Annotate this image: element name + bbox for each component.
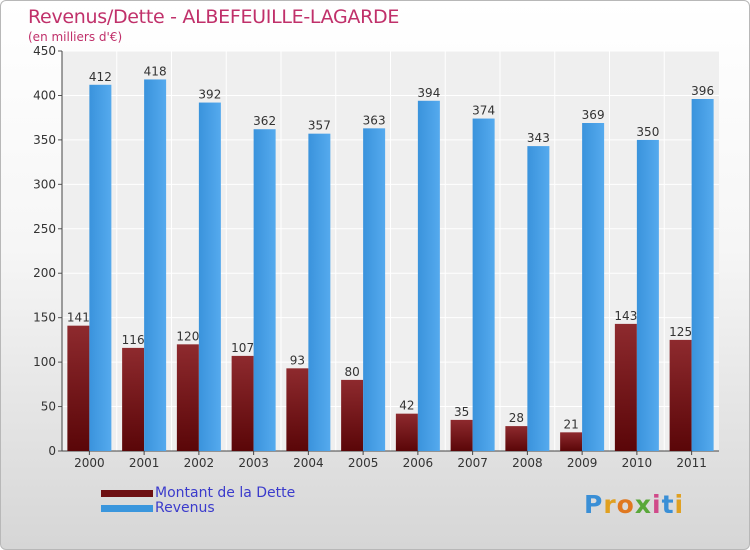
bar-debt: [505, 426, 528, 451]
y-tick-label: 400: [33, 88, 56, 102]
bar-debt: [286, 368, 309, 451]
data-label-revenue: 412: [89, 70, 112, 84]
bar-debt: [341, 379, 364, 451]
bar-debt: [122, 347, 145, 451]
bar-debt: [614, 323, 637, 451]
x-tick-label: 2002: [184, 456, 215, 470]
bar-revenue: [582, 123, 605, 451]
data-label-revenue: 369: [582, 108, 605, 122]
data-label-debt: 80: [344, 365, 359, 379]
data-label-revenue: 418: [144, 64, 167, 78]
legend-label-revenue: Revenus: [155, 500, 215, 516]
x-tick-label: 2008: [512, 456, 543, 470]
bar-debt: [67, 325, 90, 451]
bar-revenue: [527, 146, 550, 451]
bar-debt: [395, 413, 418, 451]
x-tick-label: 2007: [457, 456, 488, 470]
data-label-debt: 42: [399, 399, 414, 413]
x-tick-label: 2009: [567, 456, 598, 470]
chart-subtitle: (en milliers d'€): [28, 30, 123, 44]
y-tick-label: 50: [41, 400, 56, 414]
bar-revenue: [253, 129, 276, 451]
bar-debt: [231, 355, 254, 451]
x-tick-label: 2001: [129, 456, 160, 470]
bar-revenue: [636, 139, 659, 451]
y-tick-label: 0: [48, 444, 56, 458]
y-tick-label: 350: [33, 133, 56, 147]
bar-debt: [176, 344, 199, 451]
legend-swatch-debt: [101, 490, 153, 497]
data-label-debt: 28: [509, 411, 524, 425]
bar-debt: [450, 419, 473, 451]
legend-label-debt: Montant de la Dette: [155, 485, 296, 501]
data-label-debt: 107: [231, 341, 254, 355]
x-tick-label: 2010: [622, 456, 653, 470]
data-label-debt: 120: [176, 329, 199, 343]
data-label-debt: 93: [290, 353, 305, 367]
x-tick-label: 2003: [238, 456, 269, 470]
y-tick-label: 150: [33, 311, 56, 325]
y-tick-label: 200: [33, 266, 56, 280]
bar-revenue: [198, 102, 221, 452]
data-label-debt: 143: [614, 309, 637, 323]
bar-debt: [560, 432, 583, 451]
data-label-revenue: 396: [691, 84, 714, 98]
y-tick-label: 450: [33, 44, 56, 58]
bar-revenue: [363, 128, 386, 451]
y-tick-label: 100: [33, 355, 56, 369]
x-tick-label: 2000: [74, 456, 105, 470]
proxiti-logo: Proxiti: [584, 490, 685, 519]
bar-revenue: [308, 133, 331, 451]
data-label-debt: 116: [122, 333, 145, 347]
data-label-debt: 141: [67, 311, 90, 325]
y-tick-label: 250: [33, 222, 56, 236]
data-label-revenue: 343: [527, 131, 550, 145]
data-label-debt: 125: [669, 325, 692, 339]
data-label-revenue: 363: [363, 113, 386, 127]
y-tick-label: 300: [33, 177, 56, 191]
data-label-debt: 21: [563, 417, 578, 431]
data-label-revenue: 350: [636, 125, 659, 139]
bar-revenue: [417, 100, 440, 452]
data-label-revenue: 374: [472, 104, 495, 118]
bar-revenue: [144, 79, 167, 451]
x-tick-label: 2006: [403, 456, 434, 470]
x-tick-label: 2004: [293, 456, 324, 470]
x-tick-label: 2011: [676, 456, 707, 470]
x-tick-label: 2005: [348, 456, 379, 470]
bar-revenue: [472, 118, 495, 452]
data-label-debt: 35: [454, 405, 469, 419]
bar-debt: [669, 339, 692, 451]
bar-revenue: [691, 99, 714, 451]
data-label-revenue: 394: [417, 86, 440, 100]
data-label-revenue: 392: [198, 88, 221, 102]
chart-title: Revenus/Dette - ALBEFEUILLE-LAGARDE: [28, 6, 400, 28]
legend-swatch-revenue: [101, 505, 153, 512]
bar-revenue: [89, 84, 112, 452]
data-label-revenue: 357: [308, 119, 331, 133]
data-label-revenue: 362: [253, 114, 276, 128]
